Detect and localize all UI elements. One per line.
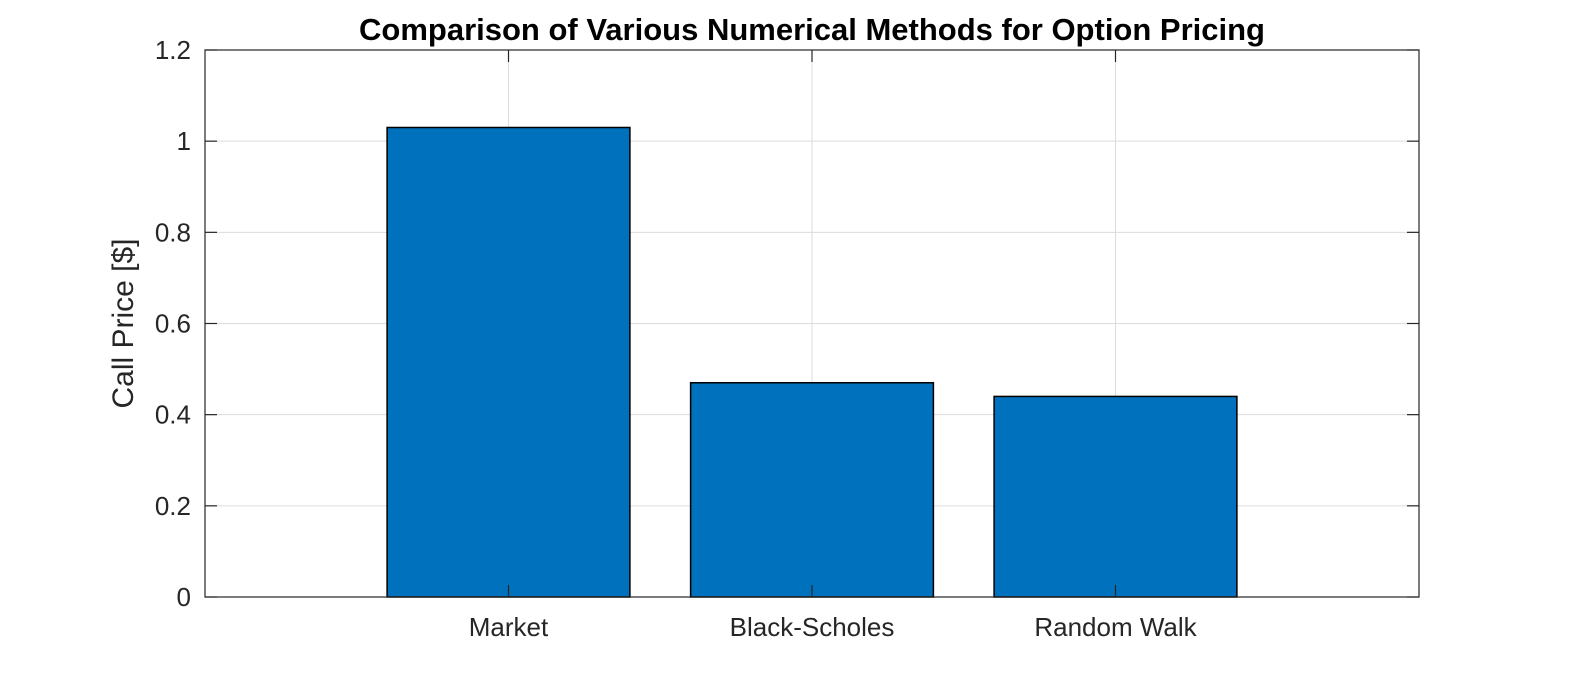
y-tick-label: 0.4 xyxy=(155,400,191,430)
y-axis-label: Call Price [$] xyxy=(107,238,140,408)
y-tick-label: 0 xyxy=(177,582,191,612)
y-tick-label: 0.8 xyxy=(155,217,191,247)
chart-title: Comparison of Various Numerical Methods … xyxy=(359,12,1265,47)
bars xyxy=(386,126,1238,598)
y-tick-label: 0.6 xyxy=(155,309,191,339)
bar-black-scholes xyxy=(689,382,935,598)
y-tick-label: 1.2 xyxy=(155,35,191,65)
tick-marks xyxy=(205,49,1419,598)
x-tick-label: Random Walk xyxy=(1034,612,1197,642)
y-tick-label: 0.2 xyxy=(155,491,191,521)
y-tick-label: 1 xyxy=(177,126,191,156)
y-tick-labels: 0 0.2 0.4 0.6 0.8 1 1.2 xyxy=(155,35,191,612)
x-tick-labels: Market Black-Scholes Random Walk xyxy=(469,612,1198,642)
bar-market xyxy=(386,126,631,598)
x-tick-label: Market xyxy=(469,612,549,642)
bar-random-walk xyxy=(993,395,1238,598)
x-tick-label: Black-Scholes xyxy=(730,612,895,642)
